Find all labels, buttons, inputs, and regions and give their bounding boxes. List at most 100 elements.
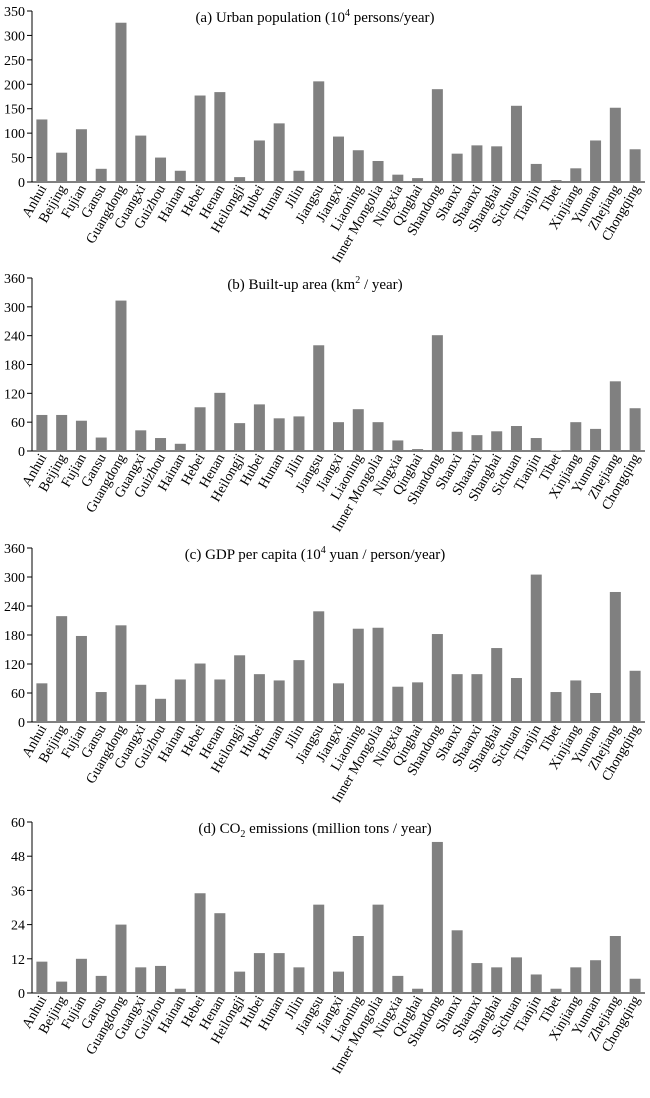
bar-xinjiang [570, 422, 582, 451]
bar-hebei [194, 893, 206, 993]
bar-shanghai [491, 967, 503, 993]
bar-gansu [95, 437, 107, 451]
bar-qinghai [412, 178, 424, 182]
y-tick-label: 60 [11, 687, 25, 702]
bar-xinjiang [570, 680, 582, 722]
bar-guizhou [155, 698, 167, 722]
bar-guangxi [135, 684, 147, 722]
bar-anhui [36, 961, 48, 993]
bar-tibet [550, 988, 562, 993]
y-tick-label: 60 [11, 816, 25, 831]
panel-gdp-per-capita: 060120180240300360AnhuiBeijingFujianGans… [4, 542, 645, 806]
bar-ningxia [392, 686, 404, 722]
bar-zhejiang [609, 591, 621, 722]
bar-jiangsu [313, 611, 325, 722]
bar-beijing [56, 981, 68, 993]
y-tick-label: 240 [4, 330, 25, 345]
y-tick-label: 200 [4, 78, 25, 93]
bar-inner-mongolia [372, 627, 384, 722]
bar-gansu [95, 975, 107, 993]
y-tick-label: 24 [11, 919, 25, 934]
bar-hainan [174, 443, 186, 451]
bar-henan [214, 913, 226, 993]
bar-jilin [293, 416, 305, 451]
y-tick-label: 0 [18, 445, 25, 460]
y-tick-label: 0 [18, 716, 25, 731]
bar-shanghai [491, 146, 503, 182]
bar-hebei [194, 663, 206, 722]
bar-inner-mongolia [372, 160, 384, 182]
bar-heilongji [234, 655, 246, 722]
y-tick-label: 360 [4, 542, 25, 557]
bar-guizhou [155, 965, 167, 993]
bar-xinjiang [570, 168, 582, 182]
y-tick-label: 240 [4, 600, 25, 615]
bar-hunan [273, 418, 285, 451]
chart-title: (c) GDP per capita (104 yuan / person/ye… [185, 545, 446, 563]
y-tick-label: 300 [4, 29, 25, 44]
bar-shandong [431, 335, 443, 451]
bar-hubei [253, 674, 265, 722]
bar-yunnan [590, 693, 602, 722]
bar-jiangsu [313, 81, 325, 182]
bar-hubei [253, 140, 265, 182]
bar-chongqing [629, 670, 641, 722]
y-tick-label: 12 [11, 953, 25, 968]
bar-shandong [431, 841, 443, 993]
bar-hainan [174, 679, 186, 722]
y-tick-label: 300 [4, 301, 25, 316]
y-tick-label: 120 [4, 658, 25, 673]
bar-liaoning [352, 150, 364, 182]
bar-shaanxi [471, 963, 483, 993]
bar-tibet [550, 692, 562, 722]
bar-qinghai [412, 988, 424, 993]
chart-title: (a) Urban population (104 persons/year) [195, 8, 434, 26]
bar-jilin [293, 170, 305, 182]
bar-hunan [273, 953, 285, 993]
bar-inner-mongolia [372, 904, 384, 993]
bar-jiangxi [333, 422, 344, 451]
y-tick-label: 100 [4, 127, 25, 142]
bar-tianjin [530, 974, 542, 993]
bar-shaanxi [471, 435, 483, 451]
bar-hunan [273, 680, 285, 722]
bar-hebei [194, 95, 206, 182]
y-tick-label: 60 [11, 416, 25, 431]
y-tick-label: 250 [4, 54, 25, 69]
bar-hainan [174, 170, 186, 182]
bar-jilin [293, 967, 305, 993]
bar-shaanxi [471, 145, 483, 182]
bar-jiangsu [313, 904, 325, 993]
bar-beijing [56, 414, 68, 451]
bar-sichuan [510, 957, 522, 993]
bar-shandong [431, 89, 443, 182]
bar-shanxi [451, 674, 463, 722]
bar-ningxia [392, 174, 404, 182]
bar-jilin [293, 660, 305, 722]
bar-guangdong [115, 625, 127, 722]
y-tick-label: 0 [18, 987, 25, 1002]
bar-gansu [95, 692, 107, 722]
bar-hainan [174, 988, 186, 993]
bar-jiangxi [333, 683, 344, 722]
bar-guangdong [115, 924, 127, 993]
bar-sichuan [510, 426, 522, 451]
y-tick-label: 50 [11, 152, 25, 167]
bar-sichuan [510, 678, 522, 722]
bar-guizhou [155, 438, 167, 451]
chart-title: (d) CO2 emissions (million tons / year) [198, 821, 431, 840]
bar-guangdong [115, 22, 127, 183]
y-tick-label: 180 [4, 629, 25, 644]
bar-liaoning [352, 936, 364, 993]
bar-gansu [95, 168, 107, 182]
bar-fujian [75, 420, 87, 451]
bar-anhui [36, 414, 48, 451]
bar-jiangxi [333, 136, 344, 182]
bar-tianjin [530, 163, 542, 182]
bar-liaoning [352, 628, 364, 722]
y-tick-label: 36 [11, 884, 25, 899]
bar-heilongji [234, 423, 246, 451]
bar-yunnan [590, 140, 602, 182]
y-tick-label: 350 [4, 5, 25, 20]
